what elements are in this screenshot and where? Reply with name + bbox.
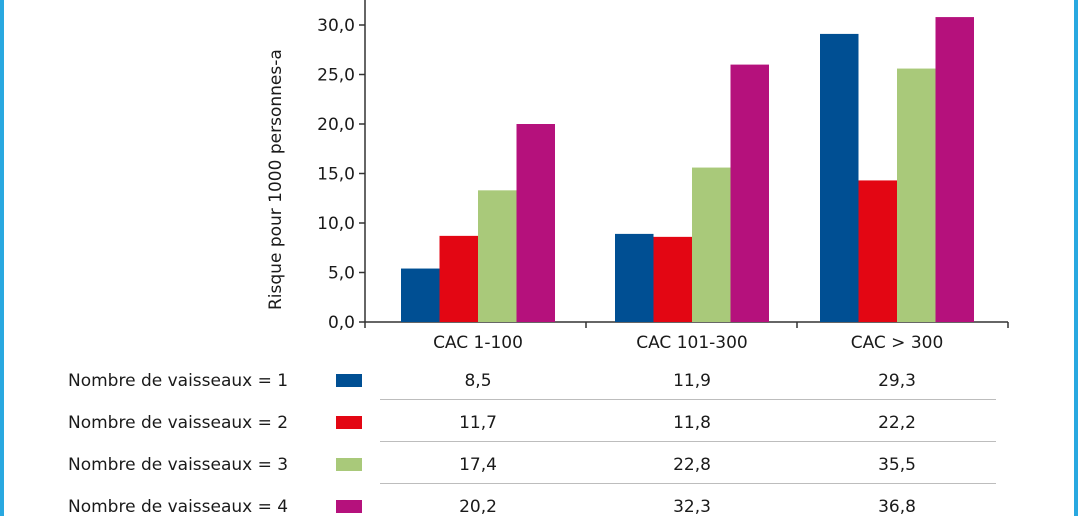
y-tick-label: 5,0 [328,264,355,284]
legend-label: Nombre de vaisseaux = 4 [68,497,289,517]
category-label: CAC 101-300 [636,333,748,353]
table-cell: 11,7 [459,413,497,433]
category-label: CAC > 300 [851,333,944,353]
row-divider [380,441,996,442]
legend-swatch [336,374,362,387]
x-axis: CAC 1-100 CAC 101-300 CAC > 300 [364,321,1009,353]
bar [653,236,692,322]
bar [935,17,974,323]
table-cell: 36,8 [878,497,916,517]
legend-label: Nombre de vaisseaux = 3 [68,455,289,475]
table-cell: 11,8 [673,413,711,433]
bars [401,17,974,323]
legend-swatch [336,500,362,513]
y-tick-label: 10,0 [317,214,355,234]
table-cell: 22,8 [673,455,711,475]
bar [516,124,555,322]
y-tick-label: 30,0 [317,16,355,36]
bar [858,180,897,322]
bar [730,64,769,322]
table-row: Nombre de vaisseaux = 4 20,2 32,3 36,8 [0,492,1000,522]
y-tick-label: 15,0 [317,165,355,185]
y-tick-label: 20,0 [317,115,355,135]
row-divider [380,399,996,400]
table-cell: 20,2 [459,497,497,517]
left-frame-border [0,0,4,516]
y-tick-label: 0,0 [328,313,355,333]
table-cell: 29,3 [878,371,916,391]
table-row: Nombre de vaisseaux = 1 8,5 11,9 29,3 [0,366,1000,396]
y-tick-label: 25,0 [317,66,355,86]
table-cell: 32,3 [673,497,711,517]
bar [401,268,440,322]
table-row: Nombre de vaisseaux = 3 17,4 22,8 35,5 [0,450,1000,480]
bar-chart: 0,05,010,015,020,025,030,0 CAC 1-100 CAC … [266,0,1009,353]
bar [897,68,936,322]
legend-swatch [336,416,362,429]
bar [692,167,731,322]
legend-label: Nombre de vaisseaux = 2 [68,413,289,433]
table-cell: 17,4 [459,455,497,475]
y-axis: 0,0 5,0 10,0 15,0 20,0 25,0 30,0 [317,0,366,333]
table-cell: 11,9 [673,371,711,391]
row-divider [380,483,996,484]
legend-swatch [336,458,362,471]
bar [439,235,478,322]
table-cell: 22,2 [878,413,916,433]
table-cell: 35,5 [878,455,916,475]
legend-label: Nombre de vaisseaux = 1 [68,371,289,391]
bar [478,190,517,322]
table-cell: 8,5 [464,371,492,391]
bar [615,233,654,322]
y-axis-label: Risque pour 1000 personnes-a [266,49,286,310]
right-frame-border [1074,0,1078,516]
category-label: CAC 1-100 [433,333,523,353]
table-row: Nombre de vaisseaux = 2 11,7 11,8 22,2 [0,408,1000,438]
bar [820,33,859,322]
